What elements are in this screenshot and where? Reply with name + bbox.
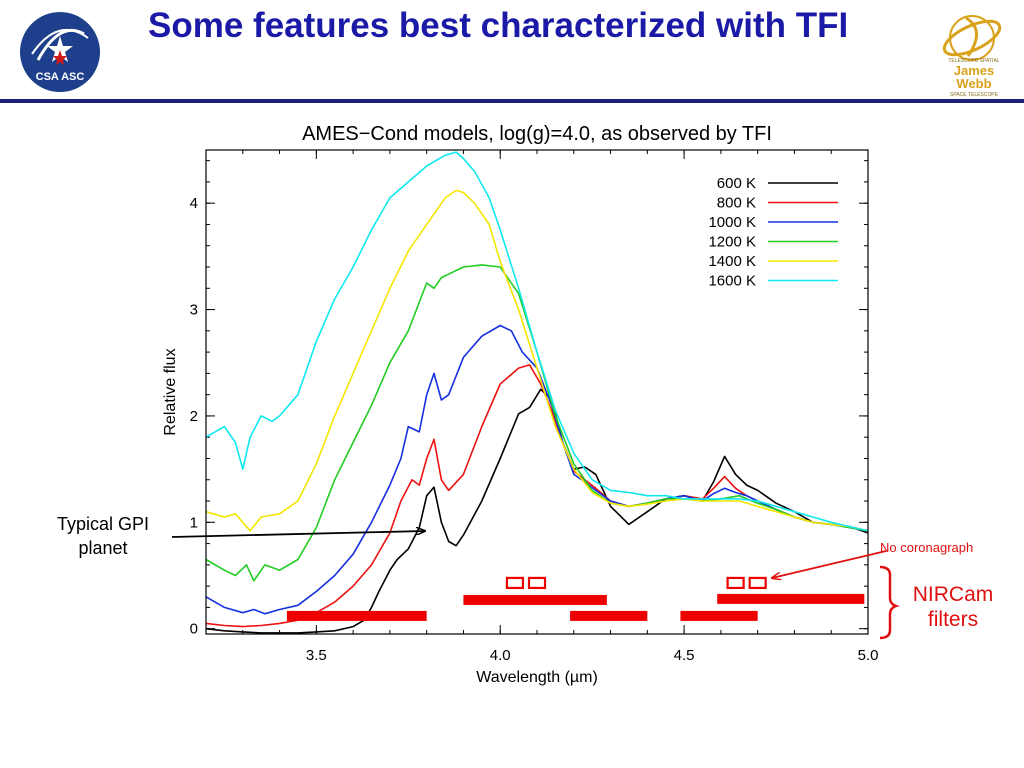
series-line-600k (205, 388, 869, 634)
legend-label: 1000 K (708, 214, 756, 231)
csa-logo: CSA ASC (20, 12, 100, 92)
coronagraph-arrow (772, 550, 887, 578)
series-line-1600k (205, 151, 869, 532)
series-line-1000k (205, 324, 869, 615)
y-tick-label: 3 (190, 302, 198, 319)
csa-logo-text: CSA ASC (36, 71, 85, 83)
gpi-planet-label: Typical GPI planet (56, 514, 150, 558)
jwst-logo-line4: SPACE TELESCOPE (950, 92, 999, 98)
title-divider (0, 99, 1024, 103)
legend-label: 800 K (717, 195, 756, 212)
coronagraph-filter-box (505, 576, 525, 590)
x-tick-label: 5.0 (858, 647, 879, 664)
gpi-arrow (171, 531, 425, 538)
plot-frame (205, 149, 869, 635)
nircam-filter-bar (463, 594, 607, 605)
nircam-filter-bar (286, 610, 427, 621)
jwst-logo-line1: TELESCOPE SPATIAL (948, 58, 999, 64)
legend-label: 600 K (717, 175, 756, 192)
x-tick-label: 4.5 (674, 647, 695, 664)
legend-label: 1400 K (708, 253, 756, 270)
y-tick-label: 2 (190, 408, 198, 425)
y-axis-label: Relative flux (162, 348, 179, 435)
nircam-brace (879, 565, 900, 640)
coronagraph-label: No coronagraph (880, 540, 974, 555)
y-tick-label: 4 (190, 195, 198, 212)
jwst-logo-line2: James (954, 63, 994, 78)
x-tick-label: 4.0 (490, 647, 511, 664)
nircam-filter-bar (570, 610, 648, 621)
nircam-filters-label: NIRCam filters (912, 583, 994, 631)
slide-title: Some features best characterized with TF… (148, 6, 849, 45)
jwst-logo-line3: Webb (956, 76, 991, 91)
nircam-filter-bar (717, 593, 865, 604)
x-tick-label: 3.5 (306, 647, 327, 664)
coronagraph-filter-box (748, 576, 767, 590)
chart-title: AMES−Cond models, log(g)=4.0, as observe… (302, 123, 772, 145)
y-tick-label: 1 (190, 514, 198, 531)
x-axis-label: Wavelength (µm) (476, 669, 598, 686)
jwst-logo: TELESCOPE SPATIAL James Webb SPACE TELES… (942, 15, 1002, 98)
series-line-800k (205, 364, 869, 628)
legend-label: 1200 K (708, 234, 756, 251)
coronagraph-filter-box (527, 576, 547, 590)
legend-label: 1600 K (708, 273, 756, 290)
coronagraph-filter-box (726, 576, 745, 590)
series-line-1200k (205, 264, 869, 582)
y-tick-label: 0 (190, 621, 198, 638)
nircam-filter-bar (680, 610, 758, 621)
series-line-1400k (205, 189, 869, 532)
